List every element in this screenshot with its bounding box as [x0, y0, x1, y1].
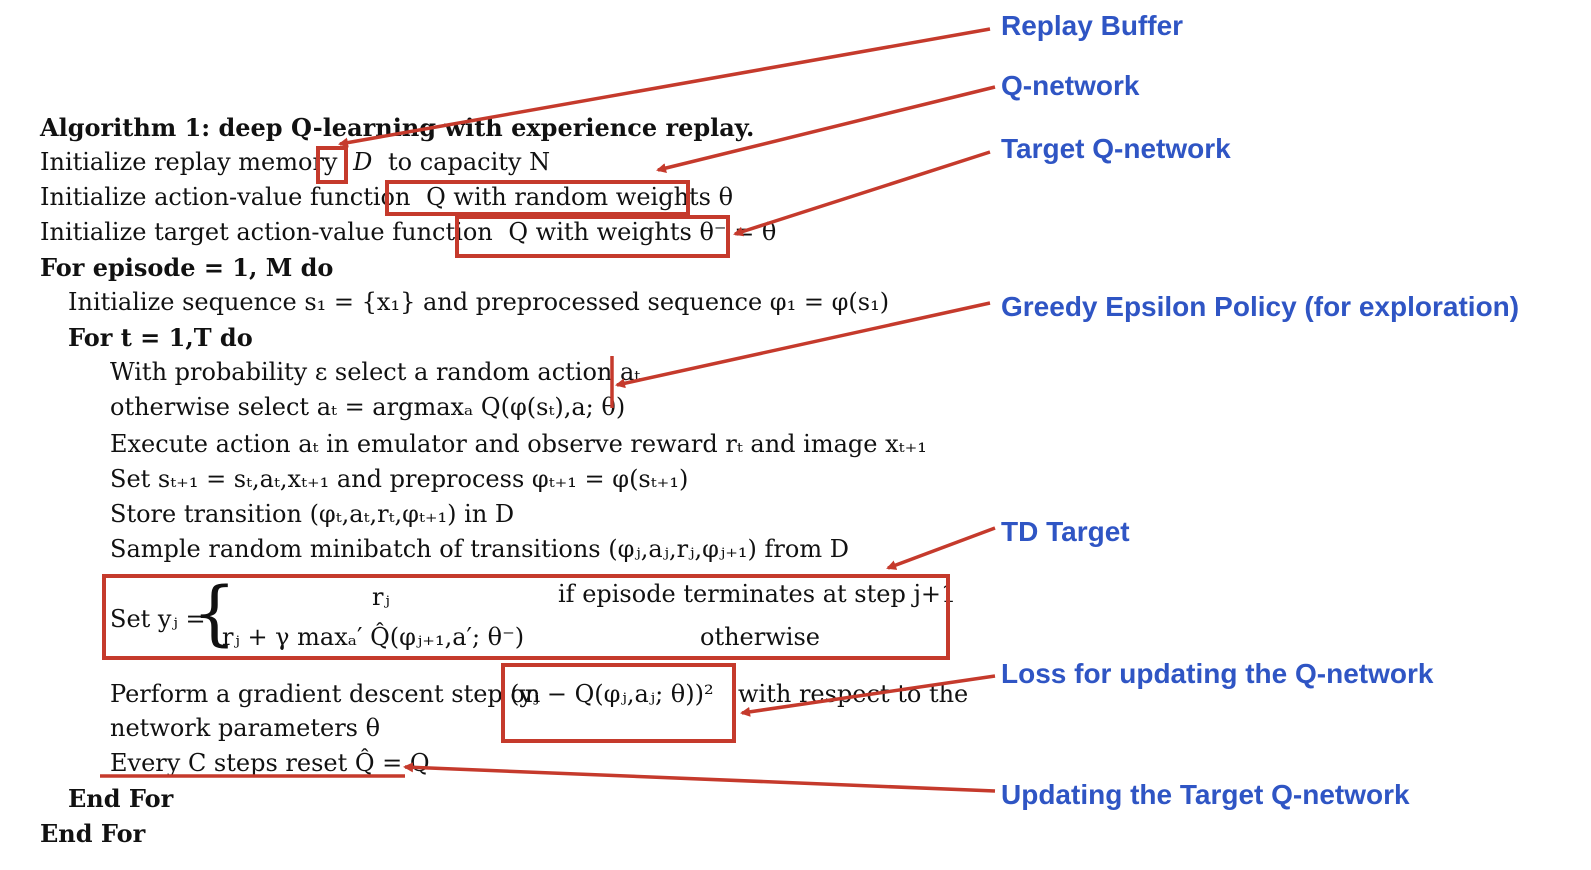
target-q-network-highlight-box — [455, 215, 730, 258]
epsilon-line-2: otherwise select aₜ = argmaxₐ Q(φ(sₜ),a;… — [110, 393, 626, 421]
greedy-epsilon-arrow — [615, 301, 991, 389]
algorithm-title: Algorithm 1: deep Q-learning with experi… — [40, 113, 755, 142]
reset-target-line: Every C steps reset Q̂ = Q — [110, 749, 430, 777]
init-memory-text: Initialize replay memory — [40, 148, 338, 176]
case-bootstrap-value: rⱼ + γ maxₐ′ Q̂(φⱼ₊₁,a′; θ⁻) — [222, 623, 525, 651]
update-target-label: Updating the Target Q-network — [1001, 779, 1410, 810]
td-target-highlight-box — [102, 574, 950, 660]
replay-memory-highlight-box — [316, 146, 348, 184]
q-network-arrow — [656, 85, 996, 173]
update-target-arrow — [403, 762, 996, 793]
init-memory-capacity: to capacity N — [388, 148, 551, 176]
target-q-network-arrow — [733, 150, 991, 237]
for-t-line: For t = 1,T do — [68, 323, 253, 352]
network-parameters-line: network parameters θ — [110, 714, 381, 742]
loss-highlight-box — [501, 663, 736, 743]
init-target-weights: Q with weights θ⁻ = θ — [508, 218, 777, 246]
sample-minibatch-line: Sample random minibatch of transitions (… — [110, 535, 849, 563]
cases-brace: { — [192, 572, 237, 654]
loss-arrow — [740, 674, 996, 717]
target-q-network-label: Target Q-network — [1001, 133, 1231, 164]
case-terminal-value: rⱼ — [372, 583, 390, 611]
replay-buffer-label: Replay Buffer — [1001, 10, 1184, 41]
loss-label: Loss for updating the Q-network — [1001, 658, 1434, 689]
execute-action-line: Execute action aₜ in emulator and observ… — [110, 430, 927, 458]
store-transition-line: Store transition (φₜ,aₜ,rₜ,φₜ₊₁) in D — [110, 500, 515, 528]
td-target-label: TD Target — [1001, 516, 1130, 547]
epsilon-line-1: With probability ε select a random actio… — [110, 358, 641, 386]
init-target-text: Initialize target action-value function — [40, 218, 493, 246]
q-network-highlight-box — [385, 180, 690, 216]
set-state-line: Set sₜ₊₁ = sₜ,aₜ,xₜ₊₁ and preprocess φₜ₊… — [110, 465, 689, 493]
case-bootstrap-condition: otherwise — [700, 623, 820, 651]
init-q-text: Initialize action-value function — [40, 183, 411, 211]
td-target-arrow — [886, 526, 996, 570]
loss-expression: (yⱼ − Q(φⱼ,aⱼ; θ))² — [510, 680, 714, 708]
set-y-label: Set yⱼ = — [110, 605, 206, 633]
init-q-weights: Q with random weights θ — [426, 183, 734, 211]
end-for-inner: End For — [68, 784, 174, 813]
q-network-label: Q-network — [1001, 70, 1140, 101]
end-for-outer: End For — [40, 819, 146, 848]
gradient-step-text: Perform a gradient descent step on — [110, 680, 541, 708]
greedy-epsilon-label: Greedy Epsilon Policy (for exploration) — [1001, 291, 1520, 322]
case-terminal-condition: if episode terminates at step j+1 — [558, 580, 957, 608]
replay-memory-symbol: D — [353, 148, 373, 176]
init-sequence-line: Initialize sequence s₁ = {x₁} and prepro… — [68, 288, 890, 316]
replay-buffer-arrow — [338, 27, 991, 148]
for-episode-line: For episode = 1, M do — [40, 253, 334, 282]
